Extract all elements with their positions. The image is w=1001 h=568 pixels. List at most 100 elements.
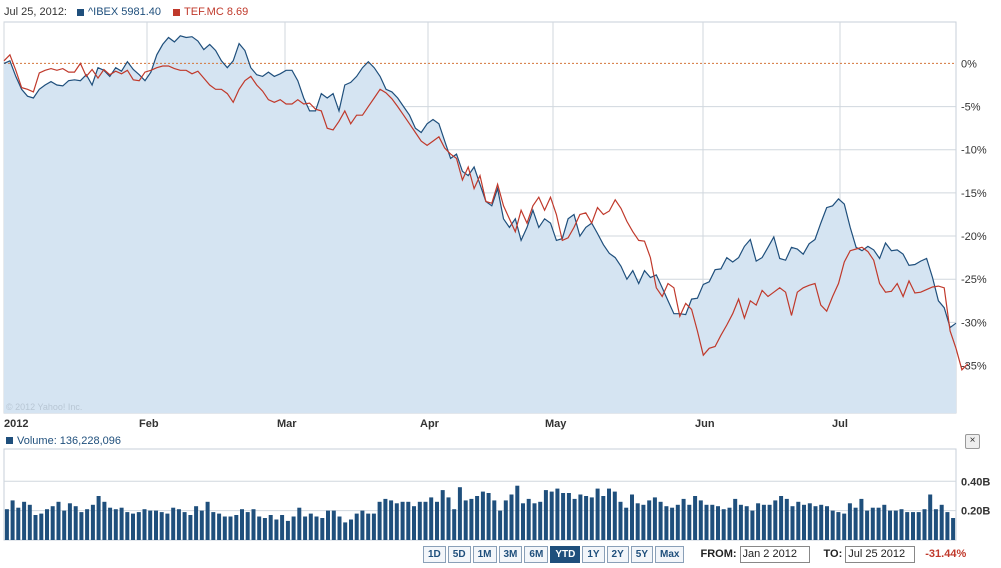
range-button-6m[interactable]: 6M (524, 545, 549, 563)
volume-bar (549, 491, 554, 540)
from-date-input[interactable] (739, 545, 810, 563)
range-button-1y[interactable]: 1Y (582, 545, 605, 563)
volume-bar (589, 497, 594, 540)
volume-bar (383, 498, 388, 540)
volume-bar (274, 519, 279, 540)
volume-bar (360, 510, 365, 540)
volume-bar (314, 516, 319, 540)
volume-bar (337, 516, 342, 540)
volume-bar (389, 500, 394, 540)
y-tick-label: -5% (961, 102, 981, 114)
volume-bar (320, 518, 325, 540)
volume-bar (635, 503, 640, 540)
volume-bar (733, 498, 738, 540)
volume-bar (406, 501, 411, 540)
volume-bar (67, 503, 72, 540)
volume-bar (234, 515, 239, 540)
volume-bar (561, 493, 566, 540)
volume-bar (618, 501, 623, 540)
volume-bar (825, 506, 829, 540)
chart-legend: Jul 25, 2012: ^IBEX 5981.40 TEF.MC 8.69 (4, 4, 258, 20)
volume-bar (142, 509, 147, 540)
volume-bar (658, 501, 663, 540)
x-tick-label: Apr (420, 418, 440, 430)
volume-bar (687, 504, 692, 540)
volume-bar (584, 496, 589, 540)
volume-bar (22, 501, 27, 540)
volume-bar (371, 513, 376, 540)
volume-bar (400, 501, 405, 540)
range-button-5d[interactable]: 5D (447, 545, 471, 563)
volume-bar (349, 519, 353, 540)
volume-bar (693, 496, 698, 540)
volume-tick-label: 0.40B (961, 476, 990, 488)
volume-swatch (6, 437, 13, 444)
legend-tef: TEF.MC 8.69 (184, 6, 249, 18)
volume-bar (521, 503, 525, 540)
volume-bar (119, 507, 124, 540)
volume-bar (727, 507, 732, 540)
volume-bar (257, 516, 262, 540)
volume-bar (509, 494, 514, 540)
range-button-1d[interactable]: 1D (423, 545, 446, 563)
volume-bar (538, 501, 543, 540)
volume-bar (343, 522, 348, 540)
range-button-1m[interactable]: 1M (472, 545, 497, 563)
volume-bar (612, 491, 617, 540)
volume-bar (102, 501, 107, 540)
volume-bar (73, 506, 78, 540)
from-label: FROM: (700, 548, 737, 560)
x-tick-label: Jul (832, 418, 848, 430)
close-volume-button[interactable]: × (965, 434, 980, 449)
volume-bar (813, 506, 818, 540)
volume-bar (457, 487, 462, 540)
volume-bar (159, 512, 164, 540)
range-button-2y[interactable]: 2Y (606, 545, 629, 563)
volume-bar (721, 509, 726, 540)
volume-bar (131, 513, 135, 540)
volume-bar (750, 510, 755, 540)
volume-bars (4, 485, 956, 540)
volume-bar (939, 504, 944, 540)
volume-bar (262, 518, 267, 540)
volume-bar (670, 507, 675, 540)
to-date-input[interactable] (845, 545, 916, 563)
range-button-ytd[interactable]: YTD (550, 545, 581, 563)
volume-bar (905, 512, 910, 540)
volume-bar (893, 510, 898, 540)
ibex-swatch (77, 8, 84, 16)
volume-bar (297, 507, 302, 540)
volume-label: Volume: 136,228,096 (17, 435, 121, 447)
volume-bar (291, 516, 296, 540)
volume-bar (876, 507, 881, 540)
volume-bar (366, 513, 371, 540)
volume-bar (641, 504, 646, 540)
y-tick-label: -35% (961, 361, 987, 373)
volume-bar (681, 498, 686, 540)
volume-bar (859, 498, 864, 540)
ibex-area (4, 35, 956, 414)
volume-bar (922, 509, 927, 540)
range-button-3m[interactable]: 3M (498, 545, 523, 563)
volume-bar (928, 494, 933, 540)
range-button-max[interactable]: Max (655, 545, 685, 563)
tef-series-line (3, 53, 969, 371)
volume-bar (452, 509, 457, 540)
volume-bar (446, 497, 451, 540)
to-label: TO: (823, 548, 843, 560)
volume-bar (790, 506, 795, 540)
volume-bar (486, 493, 491, 540)
y-tick-label: -30% (961, 317, 987, 329)
range-button-5y[interactable]: 5Y (630, 545, 654, 563)
volume-bar (154, 510, 158, 540)
x-tick-label: Jun (695, 418, 715, 430)
volume-legend: Volume: 136,228,096 (6, 434, 121, 448)
volume-bar (469, 498, 474, 540)
y-tick-label: -25% (961, 274, 987, 286)
volume-bar (16, 507, 21, 540)
volume-bar (675, 504, 680, 540)
volume-bar (492, 500, 497, 540)
volume-bar (423, 501, 428, 540)
volume-bar (847, 503, 852, 540)
volume-bar (796, 501, 801, 540)
